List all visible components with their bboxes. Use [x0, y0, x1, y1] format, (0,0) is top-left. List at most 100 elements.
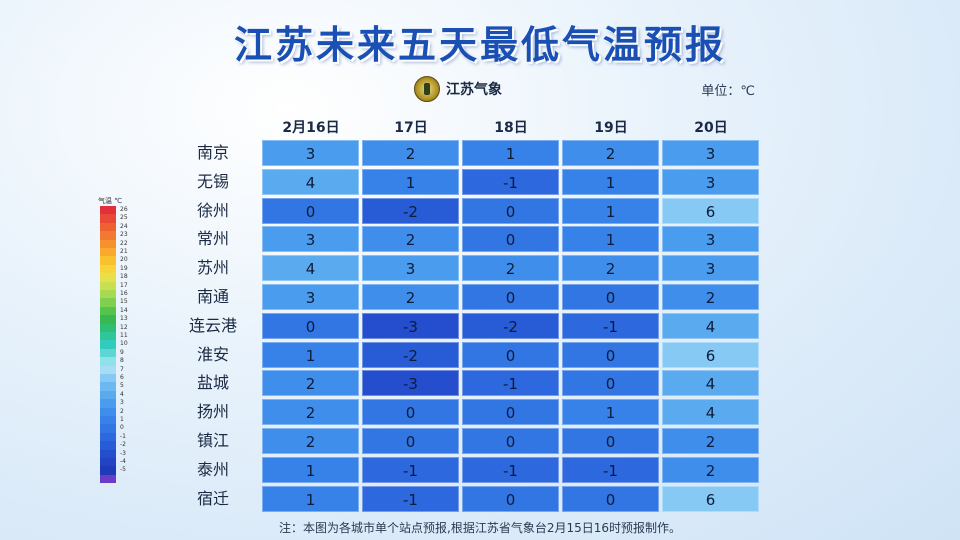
city-label: 常州: [196, 229, 229, 249]
column-header: 20日: [694, 120, 728, 136]
legend-swatch: [100, 222, 116, 232]
temperature-cell: 1: [262, 341, 359, 368]
temperature-cell: 0: [462, 341, 559, 368]
temperature-cell: 0: [562, 485, 659, 512]
temperature-cell: 4: [662, 370, 759, 397]
legend-swatch: [100, 441, 116, 450]
temperature-cell: 1: [562, 168, 659, 195]
temperature-cell: 1: [362, 168, 459, 195]
temperature-cell: 3: [662, 226, 759, 253]
city-label: 盐城: [196, 373, 229, 393]
temperature-cell: 4: [662, 312, 759, 339]
legend-swatch: [100, 399, 116, 408]
temperature-cell: 2: [562, 255, 659, 282]
temperature-cell: 6: [662, 341, 759, 368]
legend-label: 20: [120, 256, 128, 264]
legend-label: 0: [120, 424, 124, 432]
legend-swatch: [100, 449, 116, 458]
legend-label: 1: [120, 416, 124, 423]
weather-bureau-emblem-icon: [414, 76, 440, 102]
legend-label: 3: [120, 399, 124, 407]
temperature-cell: 1: [562, 399, 659, 426]
temperature-cell: 6: [662, 485, 759, 512]
footnote: 注：本图为各城市单个站点预报,根据江苏省气象台2月15日16时预报制作。: [279, 521, 681, 535]
legend-swatch: [100, 281, 116, 290]
legend-label: 2: [120, 407, 124, 415]
temperature-cell: 0: [462, 226, 559, 253]
temperature-cell: 4: [262, 255, 359, 282]
temperature-cell: 3: [362, 255, 459, 282]
legend-swatch: [100, 458, 116, 467]
temperature-cell: 1: [562, 197, 659, 224]
temperature-cell: 1: [262, 456, 359, 483]
temperature-cell: 0: [562, 341, 659, 368]
temperature-cell: 1: [462, 140, 559, 166]
legend-label: 5: [120, 382, 124, 390]
legend-label: 10: [120, 340, 128, 348]
legend-swatch: [100, 323, 116, 332]
city-label: 宿迁: [196, 488, 229, 508]
legend-label: -4: [120, 458, 126, 465]
legend-swatch: [100, 214, 116, 223]
temperature-cell: 2: [662, 456, 759, 483]
legend-label: 16: [120, 290, 128, 297]
legend-swatch: [100, 315, 116, 324]
legend-swatch: [100, 290, 116, 299]
legend-label: 13: [120, 315, 128, 323]
temperature-cell: 0: [362, 428, 459, 454]
legend-label: -1: [120, 432, 126, 440]
temperature-cell: -1: [462, 168, 559, 195]
legend-label: -2: [120, 441, 126, 449]
temperature-cell: 4: [662, 399, 759, 426]
temperature-cell: 3: [662, 255, 759, 282]
legend-swatch: [100, 239, 116, 248]
temperature-cell: 0: [462, 485, 559, 512]
temperature-cell: -1: [562, 312, 659, 339]
legend-swatch: [100, 264, 116, 274]
city-label: 淮安: [196, 344, 229, 364]
legend-label: 21: [120, 248, 128, 255]
legend-label: 15: [120, 298, 128, 306]
temperature-cell: 6: [662, 197, 759, 224]
city-label: 苏州: [196, 258, 229, 278]
temperature-cell: 0: [462, 428, 559, 454]
temperature-cell: -2: [362, 197, 459, 224]
temperature-cell: 1: [562, 226, 659, 253]
legend-label: 9: [120, 348, 124, 356]
legend-label: 25: [120, 214, 128, 222]
legend-swatch: [100, 206, 116, 215]
legend-label: 19: [120, 264, 128, 272]
temperature-cell: 4: [262, 168, 359, 195]
logo-text: 江苏气象: [446, 82, 502, 98]
temperature-cell: 3: [262, 284, 359, 310]
legend-swatch: [100, 382, 116, 391]
legend-swatch: [100, 432, 116, 442]
legend-swatch: [100, 231, 116, 240]
city-label: 南京: [196, 143, 229, 162]
temperature-cell: 2: [362, 140, 459, 166]
page-title: 江苏未来五天最低气温预报: [233, 23, 726, 67]
legend-swatch: [100, 273, 116, 282]
temperature-cell: 2: [262, 399, 359, 426]
temperature-cell: 2: [662, 284, 759, 310]
legend-swatch: [100, 424, 116, 433]
temperature-cell: -3: [362, 370, 459, 397]
legend-swatch: [100, 357, 116, 366]
temperature-cell: 0: [562, 284, 659, 310]
temperature-cell: 2: [262, 370, 359, 397]
temperature-cell: -1: [462, 370, 559, 397]
legend-label: 18: [120, 273, 128, 281]
legend-label: 24: [120, 222, 128, 230]
temperature-cell: 2: [362, 284, 459, 310]
temperature-cell: 1: [262, 485, 359, 512]
temperature-cell: 2: [462, 255, 559, 282]
temperature-cell: -1: [462, 456, 559, 483]
city-label: 南通: [196, 287, 229, 306]
legend-swatch: [100, 374, 116, 383]
legend-swatch: [100, 466, 116, 475]
legend-swatch: [100, 348, 116, 358]
temperature-cell: 2: [662, 428, 759, 454]
temperature-cell: 0: [462, 399, 559, 426]
temperature-cell: 0: [362, 399, 459, 426]
column-header: 19日: [594, 120, 628, 136]
